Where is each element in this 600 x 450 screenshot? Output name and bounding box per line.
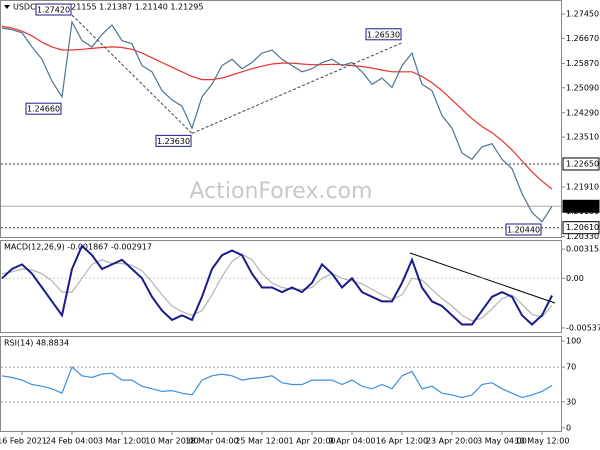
- trendline: [71, 14, 193, 134]
- x-tick-label: 18 Mar 04:00: [185, 437, 238, 446]
- price-box-label: 1.21295: [566, 202, 599, 211]
- annotation-label: 1.20440: [507, 226, 540, 235]
- main-panel: [0, 0, 562, 238]
- y-tick-label: 0.003153: [566, 245, 600, 254]
- menu-arrow: [4, 5, 10, 9]
- x-tick-label: 23 Apr 20:00: [426, 437, 478, 446]
- y-tick-label: 1.26670: [566, 34, 599, 43]
- annotation-label: 1.23630: [157, 137, 190, 146]
- annotation-box: [155, 134, 192, 147]
- annotation-label: 1.26530: [367, 30, 400, 39]
- y-tick-label: -0.005373: [566, 323, 600, 332]
- y-tick-label: 1.21910: [566, 183, 599, 192]
- x-tick-label: 16 Apr 12:00: [376, 437, 428, 446]
- annotation-box: [25, 102, 62, 115]
- secondary-line: [1, 25, 553, 190]
- macd-panel: [0, 240, 562, 333]
- y-tick-label: 100: [566, 337, 581, 346]
- x-tick-label: 3 May 04:00: [477, 437, 527, 446]
- price-box-label: 1.22650: [566, 159, 599, 168]
- y-tick-label: 1.23510: [566, 133, 599, 142]
- macd-title: MACD(12,26,9) -0.001867 -0.002917: [4, 243, 152, 252]
- annotation-box: [35, 3, 72, 16]
- price-box: [562, 157, 600, 171]
- main-line: [1, 19, 553, 223]
- x-tick-label: 24 Feb 04:00: [46, 437, 98, 446]
- rsi-title: RSI(14) 48.8834: [4, 339, 69, 348]
- x-tick-label: 1 Apr 20:00: [288, 437, 335, 446]
- secondary-line: [1, 253, 553, 322]
- y-tick-label: 1.20330: [566, 232, 599, 241]
- y-tick-label: 1.25870: [566, 59, 599, 68]
- x-tick-label: 9 Apr 04:00: [328, 437, 375, 446]
- price-box: [562, 199, 600, 213]
- y-tick-label: 30: [566, 397, 576, 406]
- main-title: USDCAD,H4 1.21155 1.21387 1.21140 1.2129…: [13, 3, 203, 12]
- x-tick-label: 10 May 12:00: [515, 437, 570, 446]
- x-tick-label: 16 Feb 2021: [0, 437, 47, 446]
- annotation-label: 1.24660: [27, 105, 60, 114]
- x-tick-label: 10 Mar 20:00: [145, 437, 198, 446]
- y-tick-label: 0: [566, 423, 571, 432]
- y-tick-label: 1.25090: [566, 83, 599, 92]
- x-tick-label: 3 Mar 12:00: [98, 437, 146, 446]
- annotation-box: [365, 28, 402, 41]
- price-box-label: 1.20610: [566, 223, 599, 232]
- trendline: [191, 42, 403, 134]
- y-tick-label: 1.24290: [566, 108, 599, 117]
- y-tick-label: 0.00: [566, 274, 584, 283]
- y-tick-label: 1.27450: [566, 10, 599, 19]
- annotation-label: 1.27420: [37, 6, 70, 15]
- price-box: [562, 221, 600, 235]
- rsi-panel: [0, 336, 562, 432]
- watermark: ActionForex.com: [190, 179, 373, 204]
- main-line: [1, 244, 553, 326]
- x-tick-label: 25 Mar 12:00: [235, 437, 288, 446]
- y-tick-label: 70: [566, 363, 576, 372]
- annotation-box: [505, 223, 542, 236]
- main-line: [1, 366, 553, 399]
